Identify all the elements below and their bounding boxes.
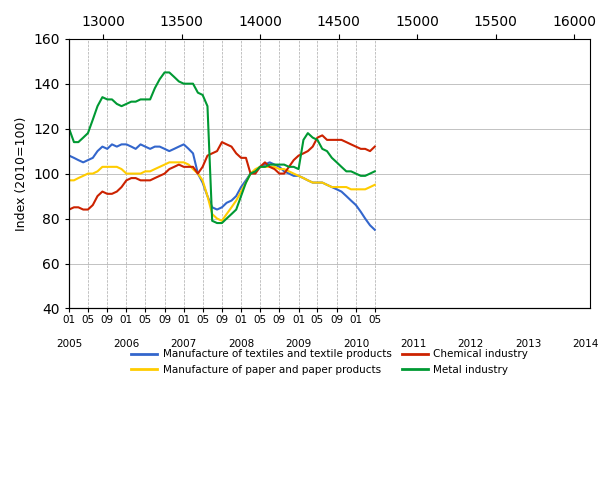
- Text: 2008: 2008: [228, 339, 254, 349]
- Y-axis label: Index (2010=100): Index (2010=100): [15, 116, 28, 231]
- Legend: Manufacture of textiles and textile products, Manufacture of paper and paper pro: Manufacture of textiles and textile prod…: [127, 345, 532, 379]
- Text: 2005: 2005: [56, 339, 82, 349]
- Text: 2007: 2007: [171, 339, 197, 349]
- Text: 2011: 2011: [400, 339, 426, 349]
- Text: 2013: 2013: [515, 339, 542, 349]
- Text: 2010: 2010: [343, 339, 369, 349]
- Text: 2012: 2012: [457, 339, 484, 349]
- Text: 2009: 2009: [286, 339, 312, 349]
- Text: 2006: 2006: [114, 339, 139, 349]
- Text: 2014: 2014: [572, 339, 599, 349]
